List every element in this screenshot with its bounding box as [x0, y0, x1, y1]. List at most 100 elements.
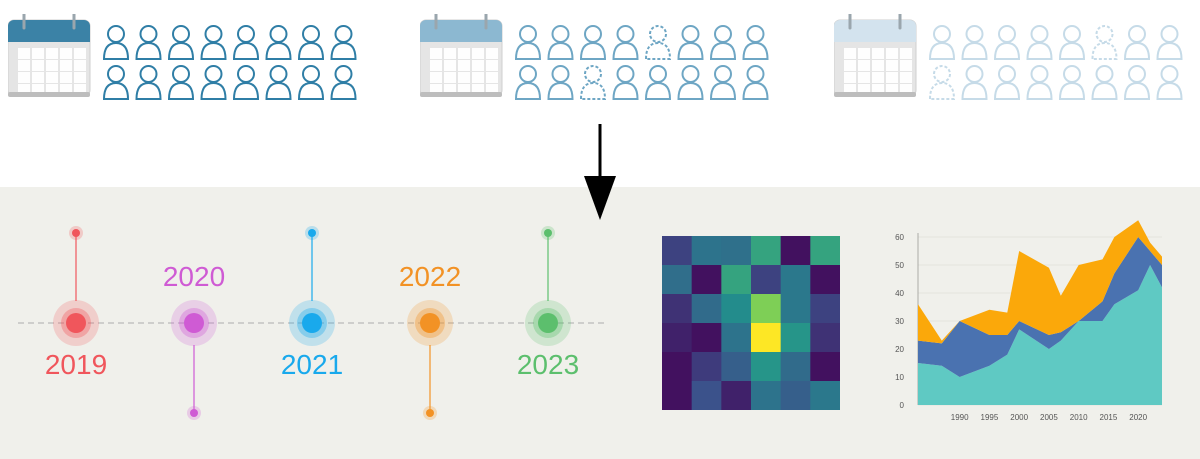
- person-icon: [167, 65, 195, 100]
- heatmap-cell: [810, 236, 840, 266]
- person-icon: [1123, 65, 1151, 100]
- heatmap-cell: [751, 323, 782, 353]
- heatmap-cell: [662, 352, 693, 382]
- heatmap-cell: [691, 294, 722, 324]
- heatmap-cell: [721, 236, 752, 266]
- person-icon: [961, 65, 988, 100]
- heatmap-cell: [721, 265, 752, 295]
- person-icon: [297, 25, 325, 60]
- heatmap-cell: [810, 265, 840, 295]
- heatmap-cell: [751, 352, 782, 382]
- person-icon: [579, 25, 607, 60]
- people-grid: [514, 25, 769, 100]
- person-absent-icon: [644, 25, 672, 60]
- person-icon: [102, 65, 130, 100]
- heatmap-cell: [691, 236, 722, 266]
- person-icon: [547, 25, 574, 60]
- heatmap-cell: [780, 294, 811, 324]
- down-arrow-icon: [584, 124, 616, 220]
- person-icon: [993, 25, 1021, 60]
- person-icon: [265, 25, 292, 60]
- year-label-2022: 2022: [398, 261, 462, 292]
- area-series-3: [918, 220, 1162, 344]
- person-icon: [1123, 25, 1151, 60]
- heatmap-cell: [662, 323, 693, 353]
- person-icon: [232, 65, 260, 100]
- heatmap-cell: [810, 294, 840, 324]
- y-tick-label: 40: [895, 289, 904, 298]
- area-series-1: [918, 265, 1162, 405]
- person-icon: [514, 65, 542, 100]
- heatmap-cell: [780, 265, 811, 295]
- person-icon: [200, 65, 227, 100]
- year-label-2019: 2019: [44, 349, 108, 380]
- person-icon: [135, 25, 162, 60]
- heatmap-cell: [780, 381, 811, 410]
- heatmap-cell: [780, 352, 811, 382]
- x-tick-label: 1990: [951, 413, 969, 422]
- timeline-node-2023: [525, 226, 571, 346]
- person-icon: [135, 65, 162, 100]
- area-series-2: [918, 237, 1162, 377]
- heatmap-cell: [721, 352, 752, 382]
- x-tick-label: 2010: [1070, 413, 1088, 422]
- calendar-people-graphic-1: [8, 14, 357, 100]
- heatmap-cell: [810, 323, 840, 353]
- person-icon: [709, 65, 737, 100]
- heatmap-cell: [780, 323, 811, 353]
- person-icon: [993, 65, 1021, 100]
- y-tick-label: 10: [895, 373, 904, 382]
- x-tick-label: 1995: [981, 413, 999, 422]
- people-grid: [928, 25, 1183, 100]
- y-tick-label: 30: [895, 317, 904, 326]
- calendar-group-2: [420, 14, 780, 106]
- person-icon: [102, 25, 130, 60]
- person-icon: [612, 65, 639, 100]
- calendar-icon: [420, 14, 503, 97]
- person-absent-icon: [1091, 25, 1118, 60]
- person-icon: [330, 65, 357, 100]
- y-tick-label: 0: [900, 401, 905, 410]
- heatmap-cell: [662, 236, 693, 266]
- heatmap-cell: [810, 352, 840, 382]
- heatmap-cell: [751, 236, 782, 266]
- y-tick-label: 20: [895, 345, 904, 354]
- x-tick-label: 2005: [1040, 413, 1058, 422]
- y-tick-label: 50: [895, 261, 904, 270]
- y-tick-label: 60: [895, 233, 904, 242]
- calendar-group-1: [8, 14, 368, 106]
- person-icon: [514, 25, 542, 60]
- heatmap-cell: [691, 265, 722, 295]
- timeline-node-2021: [289, 226, 335, 346]
- heatmap-cell: [810, 381, 840, 410]
- heatmap-cell: [780, 236, 811, 266]
- person-icon: [200, 25, 227, 60]
- person-icon: [1058, 65, 1086, 100]
- person-icon: [330, 25, 357, 60]
- person-icon: [677, 65, 704, 100]
- heatmap-cell: [721, 323, 752, 353]
- heatmap-cell: [691, 352, 722, 382]
- calendar-icon: [834, 14, 917, 97]
- area-chart: 0 10 20 30 40 50 60 1990 1995 2000 2005 2010 2015 202…: [895, 220, 1162, 422]
- person-icon: [1058, 25, 1086, 60]
- person-icon: [232, 25, 260, 60]
- heatmap-cell: [751, 294, 782, 324]
- heatmap-cell: [721, 381, 752, 410]
- person-icon: [1156, 65, 1183, 100]
- person-icon: [1156, 25, 1183, 60]
- year-label-2021: 2021: [280, 349, 344, 380]
- person-absent-icon: [928, 65, 956, 100]
- heatmap-cell: [721, 294, 752, 324]
- people-grid: [102, 25, 357, 100]
- timeline-node-2019: [53, 226, 99, 346]
- person-icon: [644, 65, 672, 100]
- calendar-group-3: [834, 14, 1194, 106]
- timeline-node-2022: [407, 300, 453, 420]
- person-icon: [709, 25, 737, 60]
- calendar-people-graphic-3: [834, 14, 1183, 100]
- person-icon: [612, 25, 639, 60]
- person-icon: [167, 25, 195, 60]
- person-icon: [265, 65, 292, 100]
- year-label-2020: 2020: [162, 261, 226, 292]
